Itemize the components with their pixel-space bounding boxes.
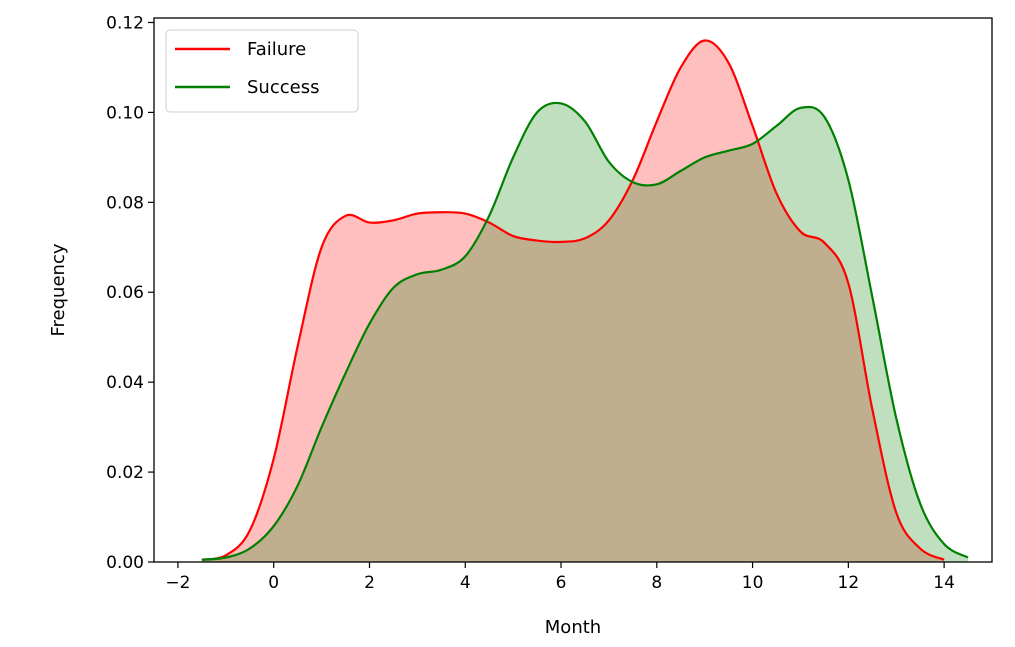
y-tick-label: 0.12: [106, 13, 144, 33]
legend-label-failure: Failure: [247, 39, 306, 60]
series-lines: [201, 39, 969, 561]
y-axis-ticks: 0.00 0.02 0.04 0.06 0.08 0.10 0.12: [106, 13, 154, 573]
x-tick-label: 12: [838, 573, 860, 593]
x-tick-label: 4: [460, 573, 471, 593]
x-axis-ticks: −2 0 2 4 6 8 10 12 14: [165, 562, 955, 593]
legend-box: [165, 29, 359, 113]
area-fill-success: [201, 102, 969, 562]
series-fills: [201, 40, 969, 563]
series-line-success: [201, 101, 969, 561]
y-tick-label: 0.06: [106, 283, 144, 303]
y-axis-label: Frequency: [48, 243, 69, 336]
x-tick-label: 8: [651, 573, 662, 593]
x-tick-label: 14: [933, 573, 955, 593]
x-tick-label: 0: [268, 573, 279, 593]
y-tick-label: 0.10: [106, 103, 144, 123]
x-tick-label: 6: [556, 573, 567, 593]
legend: Failure Success: [165, 29, 359, 113]
x-axis-label: Month: [545, 617, 601, 638]
x-tick-label: 2: [364, 573, 375, 593]
plot-frame: [153, 17, 993, 563]
x-tick-label: 10: [742, 573, 764, 593]
y-tick-label: 0.02: [106, 463, 144, 483]
y-tick-label: 0.00: [106, 553, 144, 573]
x-tick-label: −2: [165, 573, 190, 593]
y-tick-label: 0.04: [106, 373, 144, 393]
legend-label-success: Success: [247, 77, 319, 98]
series-line-failure: [201, 39, 945, 561]
area-fill-failure: [201, 40, 945, 563]
y-tick-label: 0.08: [106, 193, 144, 213]
